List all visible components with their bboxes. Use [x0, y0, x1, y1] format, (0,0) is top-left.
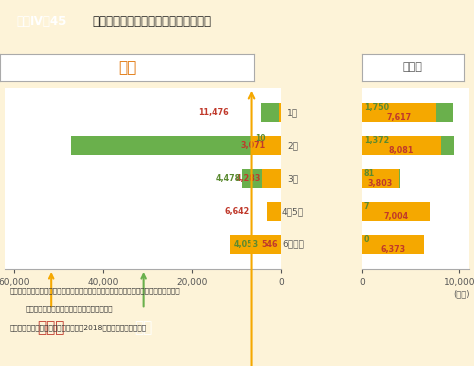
Text: 階層別・構造別の着工建築物の床面積: 階層別・構造別の着工建築物の床面積 — [92, 15, 211, 28]
Bar — [267, 202, 281, 221]
Text: 3階: 3階 — [287, 174, 299, 183]
Bar — [242, 169, 262, 188]
Text: 資料：国土交通省「建築着工統計調査2018年」より林野庁作成。: 資料：国土交通省「建築着工統計調査2018年」より林野庁作成。 — [9, 324, 146, 330]
Text: 81: 81 — [364, 169, 375, 178]
Text: (千㎡): (千㎡) — [453, 289, 469, 298]
Text: 住宅とはこれら以外をまとめたものとした。: 住宅とはこれら以外をまとめたものとした。 — [26, 306, 114, 312]
Bar — [262, 169, 281, 188]
Text: 8,081: 8,081 — [389, 146, 414, 155]
Bar — [362, 235, 424, 254]
Text: 6,373: 6,373 — [380, 245, 405, 254]
Text: 4,053: 4,053 — [234, 240, 259, 249]
Bar — [279, 103, 281, 122]
Text: 11,476: 11,476 — [198, 108, 228, 117]
Text: 非木造: 非木造 — [37, 320, 64, 335]
Text: 6階以上: 6階以上 — [282, 240, 304, 249]
Bar — [362, 202, 430, 221]
Bar — [399, 169, 400, 188]
Text: 0: 0 — [364, 235, 369, 244]
Bar — [436, 103, 453, 122]
Text: 4,478: 4,478 — [216, 174, 241, 183]
Bar — [230, 235, 281, 254]
Text: 非住宅: 非住宅 — [403, 62, 423, 72]
Text: 7,004: 7,004 — [383, 212, 409, 221]
Text: 3,071: 3,071 — [241, 141, 266, 150]
Bar — [362, 103, 436, 122]
Text: 7,617: 7,617 — [386, 113, 411, 122]
Text: 2階: 2階 — [288, 141, 299, 150]
Text: 7: 7 — [364, 202, 369, 211]
Text: 10: 10 — [255, 134, 266, 143]
Text: 注：住宅とは居住専用建築物、居住専用準住宅、居住産業併用建築物の合計であり、非: 注：住宅とは居住専用建築物、居住専用準住宅、居住産業併用建築物の合計であり、非 — [9, 287, 180, 294]
Text: 546: 546 — [261, 240, 277, 249]
Text: 資料Ⅳ－45: 資料Ⅳ－45 — [16, 15, 67, 28]
Text: 木造: 木造 — [134, 320, 153, 335]
Text: 1,750: 1,750 — [364, 103, 389, 112]
Bar — [362, 169, 399, 188]
Text: 3,803: 3,803 — [368, 179, 393, 188]
Text: 4,283: 4,283 — [236, 174, 261, 183]
Text: 6,642: 6,642 — [225, 207, 250, 216]
Bar — [362, 136, 441, 155]
Text: 1,372: 1,372 — [364, 136, 389, 145]
Bar — [252, 136, 281, 155]
Text: 住宅: 住宅 — [118, 60, 136, 75]
Text: 40,548: 40,548 — [144, 207, 179, 216]
Text: 4～5階: 4～5階 — [282, 207, 304, 216]
Bar — [71, 136, 252, 155]
Bar — [261, 103, 279, 122]
Text: 1階: 1階 — [287, 108, 299, 117]
Bar — [441, 136, 454, 155]
